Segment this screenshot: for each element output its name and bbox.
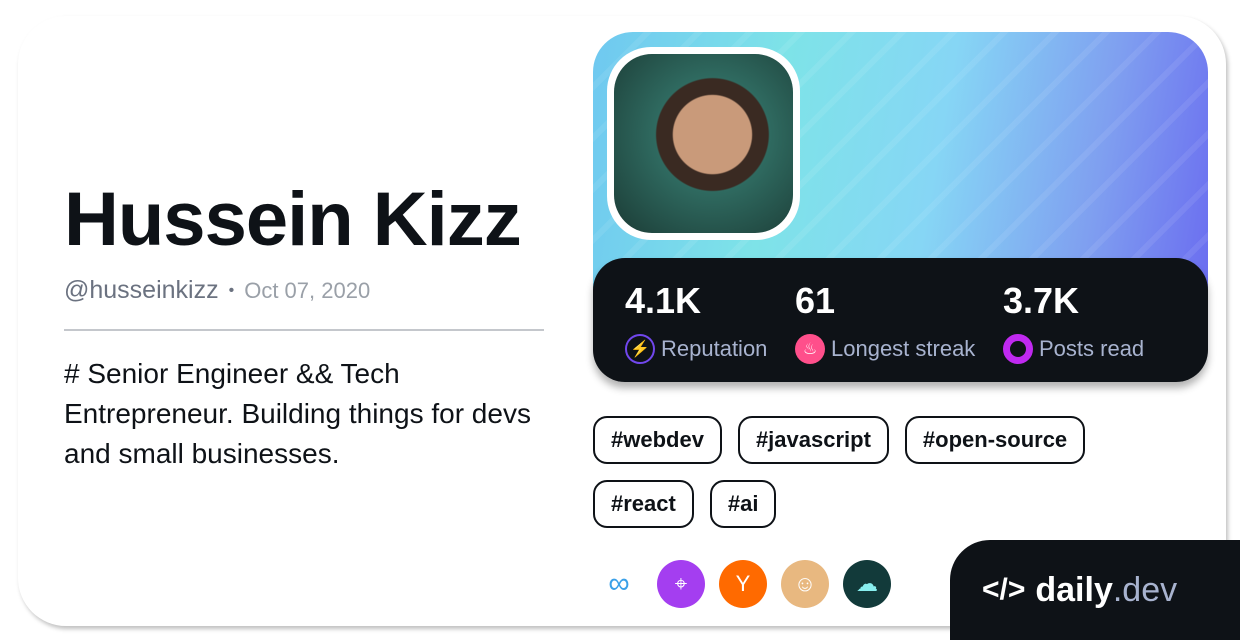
profile-bio: # Senior Engineer && Tech Entrepreneur. … (64, 358, 531, 469)
stat-value: 4.1K (625, 280, 702, 321)
infinity-squad-icon[interactable]: ∞ (608, 567, 630, 600)
stat-streak: 61 ♨ Longest streak (795, 280, 975, 364)
stat-value: 3.7K (1003, 280, 1080, 321)
stat-reputation: 4.1K ⚡ Reputation (625, 280, 767, 364)
separator: • (228, 281, 235, 299)
stat-label: Reputation (661, 336, 768, 361)
tag[interactable]: #ai (709, 480, 777, 528)
divider (64, 329, 544, 331)
stat-label: Posts read (1039, 336, 1145, 361)
profile-meta: @husseinkizz • Oct 07, 2020 (64, 276, 370, 305)
brand-suffix: .dev (1112, 570, 1178, 609)
tag[interactable]: #react (593, 480, 694, 528)
stat-posts-read: 3.7K Posts read (1003, 280, 1144, 364)
daily-dev-logo: </> daily.dev (950, 540, 1240, 640)
lightning-icon: ⚡ (625, 334, 655, 364)
tag[interactable]: #open-source (904, 416, 1086, 464)
squad-list: ∞ ⌖ Y ☺ ☁ (595, 560, 891, 608)
tag[interactable]: #webdev (593, 416, 722, 464)
join-date: Oct 07, 2020 (244, 277, 371, 303)
profile-name: Hussein Kizz (64, 177, 522, 262)
tag-list: #webdev #javascript #open-source #react … (593, 416, 1153, 528)
profile-handle: @husseinkizz (64, 276, 219, 304)
brand-name: daily (1035, 570, 1113, 609)
daily-dev-icon: </> (982, 573, 1026, 606)
tag[interactable]: #javascript (737, 416, 889, 464)
stat-label: Longest streak (831, 336, 976, 361)
flame-icon: ♨ (795, 334, 825, 364)
target-squad-icon[interactable]: ⌖ (657, 560, 705, 608)
stat-value: 61 (795, 280, 836, 321)
stats-panel: 4.1K ⚡ Reputation 61 ♨ Longest streak 3.7K… (593, 258, 1208, 382)
brain-squad-icon[interactable]: ☁ (843, 560, 891, 608)
eye-icon (1003, 334, 1033, 364)
ycombinator-squad-icon[interactable]: Y (719, 560, 767, 608)
avatar (607, 47, 800, 240)
devsquad-icon[interactable]: ☺ (781, 560, 829, 608)
